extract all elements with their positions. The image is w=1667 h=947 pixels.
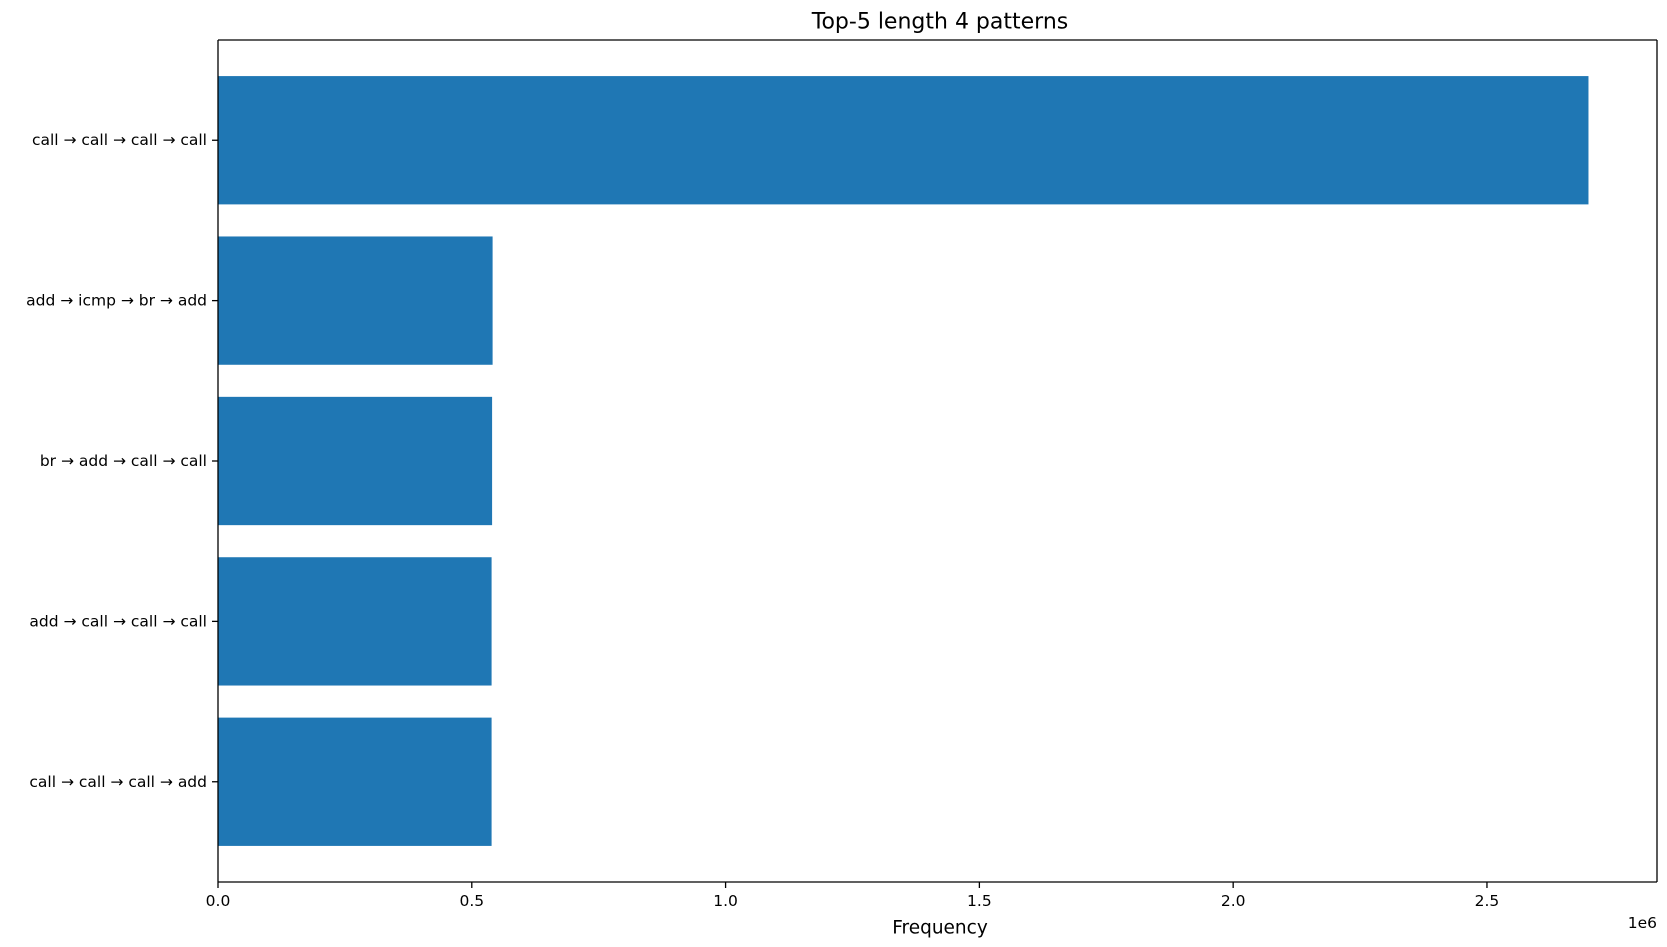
- x-axis-offset-label: 1e6: [1628, 914, 1657, 932]
- chart-title: Top-5 length 4 patterns: [811, 10, 1068, 35]
- bar-2: [218, 236, 493, 365]
- bars-layer: [218, 76, 1589, 846]
- y-ticks-layer: call → call → call → call add → icmp → br…: [26, 131, 218, 791]
- x-tick-label: 1.0: [713, 892, 738, 910]
- x-ticks-layer: 0.0 0.5 1.0 1.5 2.0 2.5: [206, 882, 1500, 910]
- y-category-label: call → call → call → add: [29, 773, 207, 791]
- x-tick-label: 0.0: [206, 892, 231, 910]
- bar-5: [218, 717, 492, 846]
- bar-4: [218, 557, 492, 686]
- y-category-label: call → call → call → call: [32, 131, 207, 149]
- x-tick-label: 0.5: [459, 892, 484, 910]
- y-category-label: br → add → call → call: [40, 452, 207, 470]
- axes-layer: [217, 39, 1658, 883]
- bar-3: [218, 396, 493, 526]
- x-tick-label: 1.5: [967, 892, 992, 910]
- y-category-label: add → call → call → call: [29, 612, 207, 630]
- x-axis-label: Frequency: [892, 918, 988, 939]
- y-category-label: add → icmp → br → add: [26, 292, 207, 310]
- x-tick-label: 2.0: [1221, 892, 1246, 910]
- x-tick-label: 2.5: [1475, 892, 1500, 910]
- bar-1: [218, 76, 1589, 205]
